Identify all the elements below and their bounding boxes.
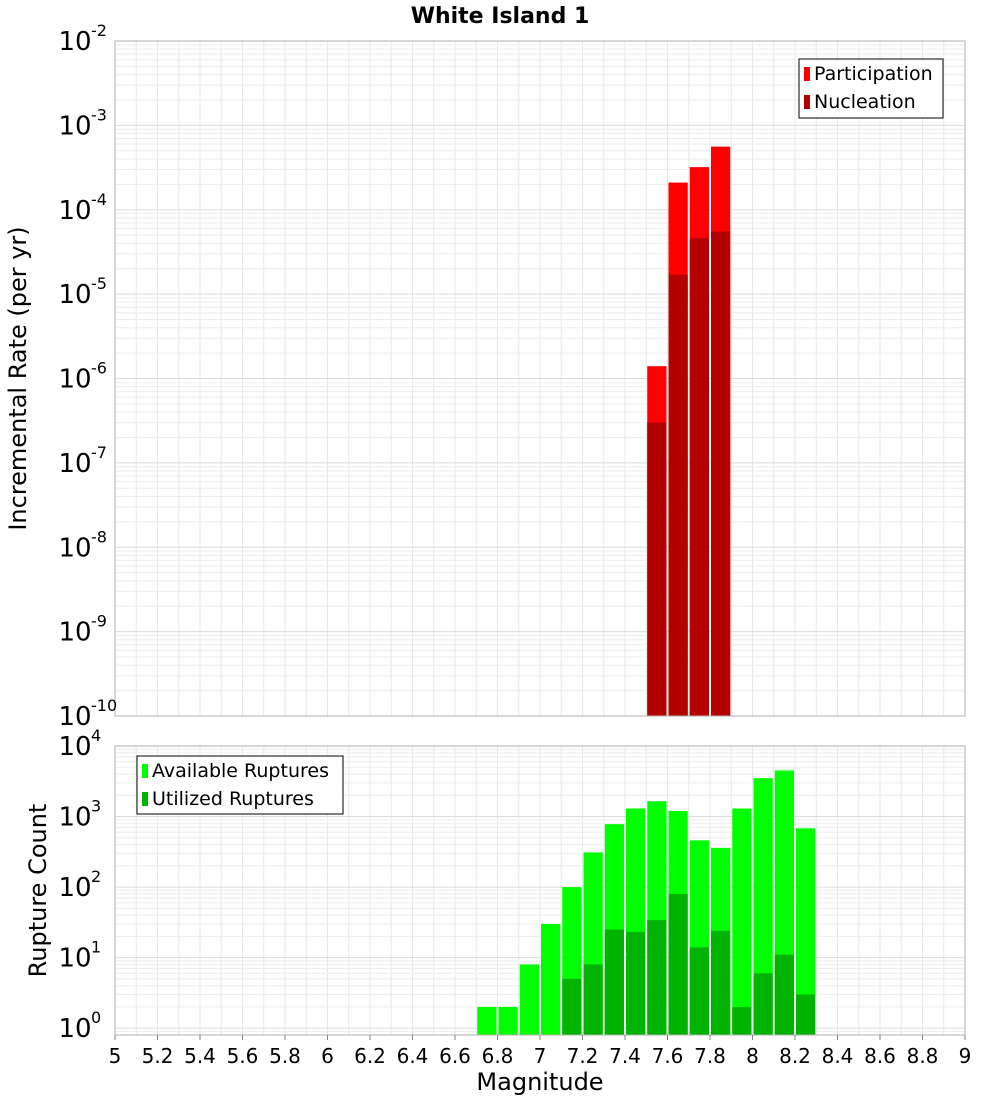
y-tick-exponent: -10: [91, 696, 117, 715]
x-tick-label: 7.8: [694, 1044, 726, 1068]
x-tick-label: 7: [534, 1044, 547, 1068]
x-tick-label: 6.8: [482, 1044, 514, 1068]
y-tick-label: 10: [58, 533, 91, 563]
y-tick-exponent: -4: [91, 190, 107, 209]
bar-nucleation: [668, 274, 688, 716]
top-plot-frame: [114, 40, 966, 717]
legend-swatch: [142, 764, 148, 778]
bar-available-ruptures: [477, 1006, 497, 1035]
legend-swatch: [804, 67, 810, 81]
x-axis-label: Magnitude: [476, 1068, 603, 1096]
top-y-axis-label: Incremental Rate (per yr): [4, 226, 32, 530]
x-tick-label: 6: [321, 1044, 334, 1068]
bar-utilized-ruptures: [753, 973, 773, 1035]
bottom-y-axis-label: Rupture Count: [24, 804, 52, 978]
x-tick-label: 7.6: [652, 1044, 684, 1068]
bar-utilized-ruptures: [626, 932, 646, 1035]
y-tick-exponent: 0: [91, 1008, 101, 1027]
y-tick-exponent: -5: [91, 274, 107, 293]
y-tick-exponent: -9: [91, 612, 107, 631]
bar-available-ruptures: [732, 808, 752, 1035]
y-tick-exponent: -8: [91, 527, 107, 546]
legend-label: Utilized Ruptures: [152, 788, 314, 810]
legend-label: Available Ruptures: [152, 760, 329, 782]
y-tick-label: 10: [58, 618, 91, 648]
y-tick-exponent: 4: [91, 726, 101, 745]
top-y-ticks: 10-210-310-410-510-610-710-810-910-10: [58, 21, 117, 732]
y-tick-label: 10: [58, 944, 91, 974]
y-tick-label: 10: [58, 702, 91, 732]
x-ticks: 5 5.2 5.4 5.6 5.8 6 6.2 6.4 6.6 6.8 7 7.2 7.4 7.6 7.8 8…: [109, 1035, 972, 1068]
y-tick-label: 10: [58, 732, 91, 762]
bar-utilized-ruptures: [732, 1006, 752, 1035]
bar-available-ruptures: [519, 964, 539, 1035]
y-tick-label: 10: [58, 873, 91, 903]
y-tick-exponent: -6: [91, 359, 107, 378]
x-tick-label: 8.2: [779, 1044, 811, 1068]
x-tick-label: 5.4: [184, 1044, 216, 1068]
bottom-legend: Available Ruptures Utilized Ruptures: [136, 755, 344, 815]
x-tick-label: 8.8: [907, 1044, 939, 1068]
top-bars: [647, 146, 731, 716]
y-tick-label: 10: [58, 449, 91, 479]
x-tick-label: 7.4: [609, 1044, 641, 1068]
legend-label: Participation: [814, 63, 933, 85]
y-tick-label: 10: [58, 111, 91, 141]
x-tick-label: 6.4: [397, 1044, 429, 1068]
bar-available-ruptures: [796, 828, 816, 1035]
y-tick-exponent: 3: [91, 797, 101, 816]
bar-utilized-ruptures: [604, 929, 624, 1035]
y-tick-exponent: 2: [91, 867, 101, 886]
bar-available-ruptures: [541, 923, 561, 1035]
y-tick-exponent: -7: [91, 443, 107, 462]
bar-utilized-ruptures: [796, 994, 816, 1035]
legend-box: [136, 755, 344, 815]
bar-nucleation: [647, 422, 667, 716]
y-tick-label: 10: [58, 196, 91, 226]
x-tick-label: 8: [746, 1044, 759, 1068]
x-tick-label: 6.6: [439, 1044, 471, 1068]
bar-nucleation: [711, 231, 731, 716]
x-tick-label: 5.2: [142, 1044, 174, 1068]
legend-swatch: [804, 95, 810, 109]
bar-utilized-ruptures: [689, 947, 709, 1035]
x-tick-label: 8.6: [864, 1044, 896, 1068]
y-tick-label: 10: [58, 365, 91, 395]
bar-nucleation: [689, 238, 709, 716]
bottom-bars: [477, 770, 816, 1035]
y-tick-exponent: 1: [91, 938, 101, 957]
x-tick-label: 5.6: [227, 1044, 259, 1068]
chart-title: White Island 1: [411, 4, 590, 29]
x-tick-label: 8.4: [822, 1044, 854, 1068]
bar-utilized-ruptures: [774, 954, 794, 1035]
x-tick-label: 5: [109, 1044, 122, 1068]
y-tick-label: 10: [58, 27, 91, 57]
bar-available-ruptures: [753, 778, 773, 1035]
legend-label: Nucleation: [814, 91, 916, 113]
top-legend: Participation Nucleation: [798, 58, 944, 119]
x-tick-label: 7.2: [567, 1044, 599, 1068]
legend-swatch: [142, 792, 148, 806]
bar-utilized-ruptures: [647, 920, 667, 1035]
bar-available-ruptures: [498, 1006, 518, 1035]
bar-utilized-ruptures: [711, 930, 731, 1035]
y-tick-label: 10: [58, 1014, 91, 1044]
y-tick-exponent: -2: [91, 21, 107, 40]
bar-utilized-ruptures: [583, 964, 603, 1035]
x-tick-label: 5.8: [269, 1044, 301, 1068]
participation-panel: 10-210-310-410-510-610-710-810-910-10 In…: [4, 21, 966, 732]
x-tick-label: 6.2: [354, 1044, 386, 1068]
bar-utilized-ruptures: [668, 893, 688, 1035]
y-tick-exponent: -3: [91, 105, 107, 124]
y-tick-label: 10: [58, 280, 91, 310]
bar-utilized-ruptures: [562, 978, 582, 1035]
y-tick-label: 10: [58, 803, 91, 833]
x-tick-label: 9: [959, 1044, 972, 1068]
top-grid: [114, 40, 966, 717]
legend-box: [798, 58, 944, 119]
